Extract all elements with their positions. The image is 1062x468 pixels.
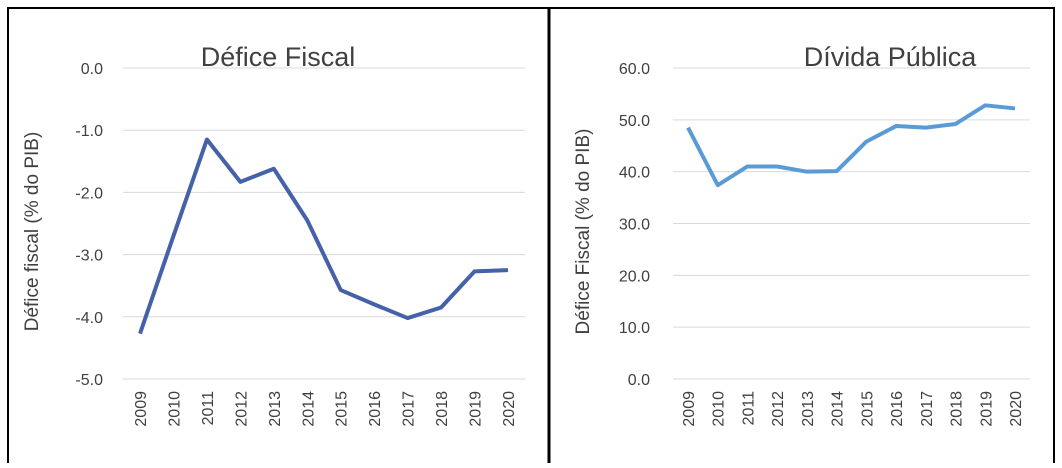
x-tick-label: 2018 xyxy=(949,391,966,427)
x-tick-label: 2010 xyxy=(166,391,183,427)
x-tick-label: 2011 xyxy=(740,391,757,426)
x-tick-label: 2020 xyxy=(1008,391,1025,427)
data-line xyxy=(138,137,509,335)
x-tick-label: 2010 xyxy=(711,391,728,427)
y-axis-label: Défice Fiscal (% do PIB) xyxy=(573,129,594,335)
x-tick-label: 2020 xyxy=(501,391,518,427)
x-tick-label: 2013 xyxy=(800,391,817,427)
y-tick-label: 50.0 xyxy=(619,113,650,130)
x-tick-label: 2018 xyxy=(434,391,451,427)
y-axis-label: Défice fiscal (% do PIB) xyxy=(22,132,43,332)
x-tick-label: 2019 xyxy=(978,391,995,427)
y-tick-label: -5.0 xyxy=(75,372,103,389)
y-tick-label: -1.0 xyxy=(75,123,103,140)
y-tick-label: 10.0 xyxy=(619,320,650,337)
chart-title: Dívida Pública xyxy=(804,42,978,72)
y-tick-label: 60.0 xyxy=(619,61,650,78)
data-line xyxy=(686,103,1016,188)
x-tick-label: 2017 xyxy=(401,391,418,427)
x-tick-label: 2009 xyxy=(681,391,698,427)
y-tick-label: 40.0 xyxy=(619,165,650,182)
y-tick-label: -4.0 xyxy=(75,310,103,327)
y-tick-label: 20.0 xyxy=(619,268,650,285)
x-tick-label: 2016 xyxy=(367,391,384,427)
y-tick-label: 30.0 xyxy=(619,217,650,234)
x-tick-label: 2012 xyxy=(233,391,250,427)
x-tick-label: 2016 xyxy=(889,391,906,427)
y-tick-label: 0.0 xyxy=(81,61,103,78)
x-tick-label: 2017 xyxy=(919,391,936,427)
x-tick-label: 2015 xyxy=(334,391,351,427)
x-tick-label: 2014 xyxy=(830,391,847,427)
x-tick-label: 2014 xyxy=(300,391,317,427)
y-tick-label: -3.0 xyxy=(75,248,103,265)
chart-title: Défice Fiscal xyxy=(201,42,356,72)
y-tick-label: -2.0 xyxy=(75,185,103,202)
x-tick-label: 2013 xyxy=(267,391,284,427)
x-tick-label: 2015 xyxy=(859,391,876,427)
y-tick-label: 0.0 xyxy=(628,372,650,389)
x-tick-label: 2012 xyxy=(770,391,787,427)
x-tick-label: 2009 xyxy=(133,391,150,427)
x-tick-label: 2019 xyxy=(468,391,485,427)
x-tick-label: 2011 xyxy=(200,391,217,426)
